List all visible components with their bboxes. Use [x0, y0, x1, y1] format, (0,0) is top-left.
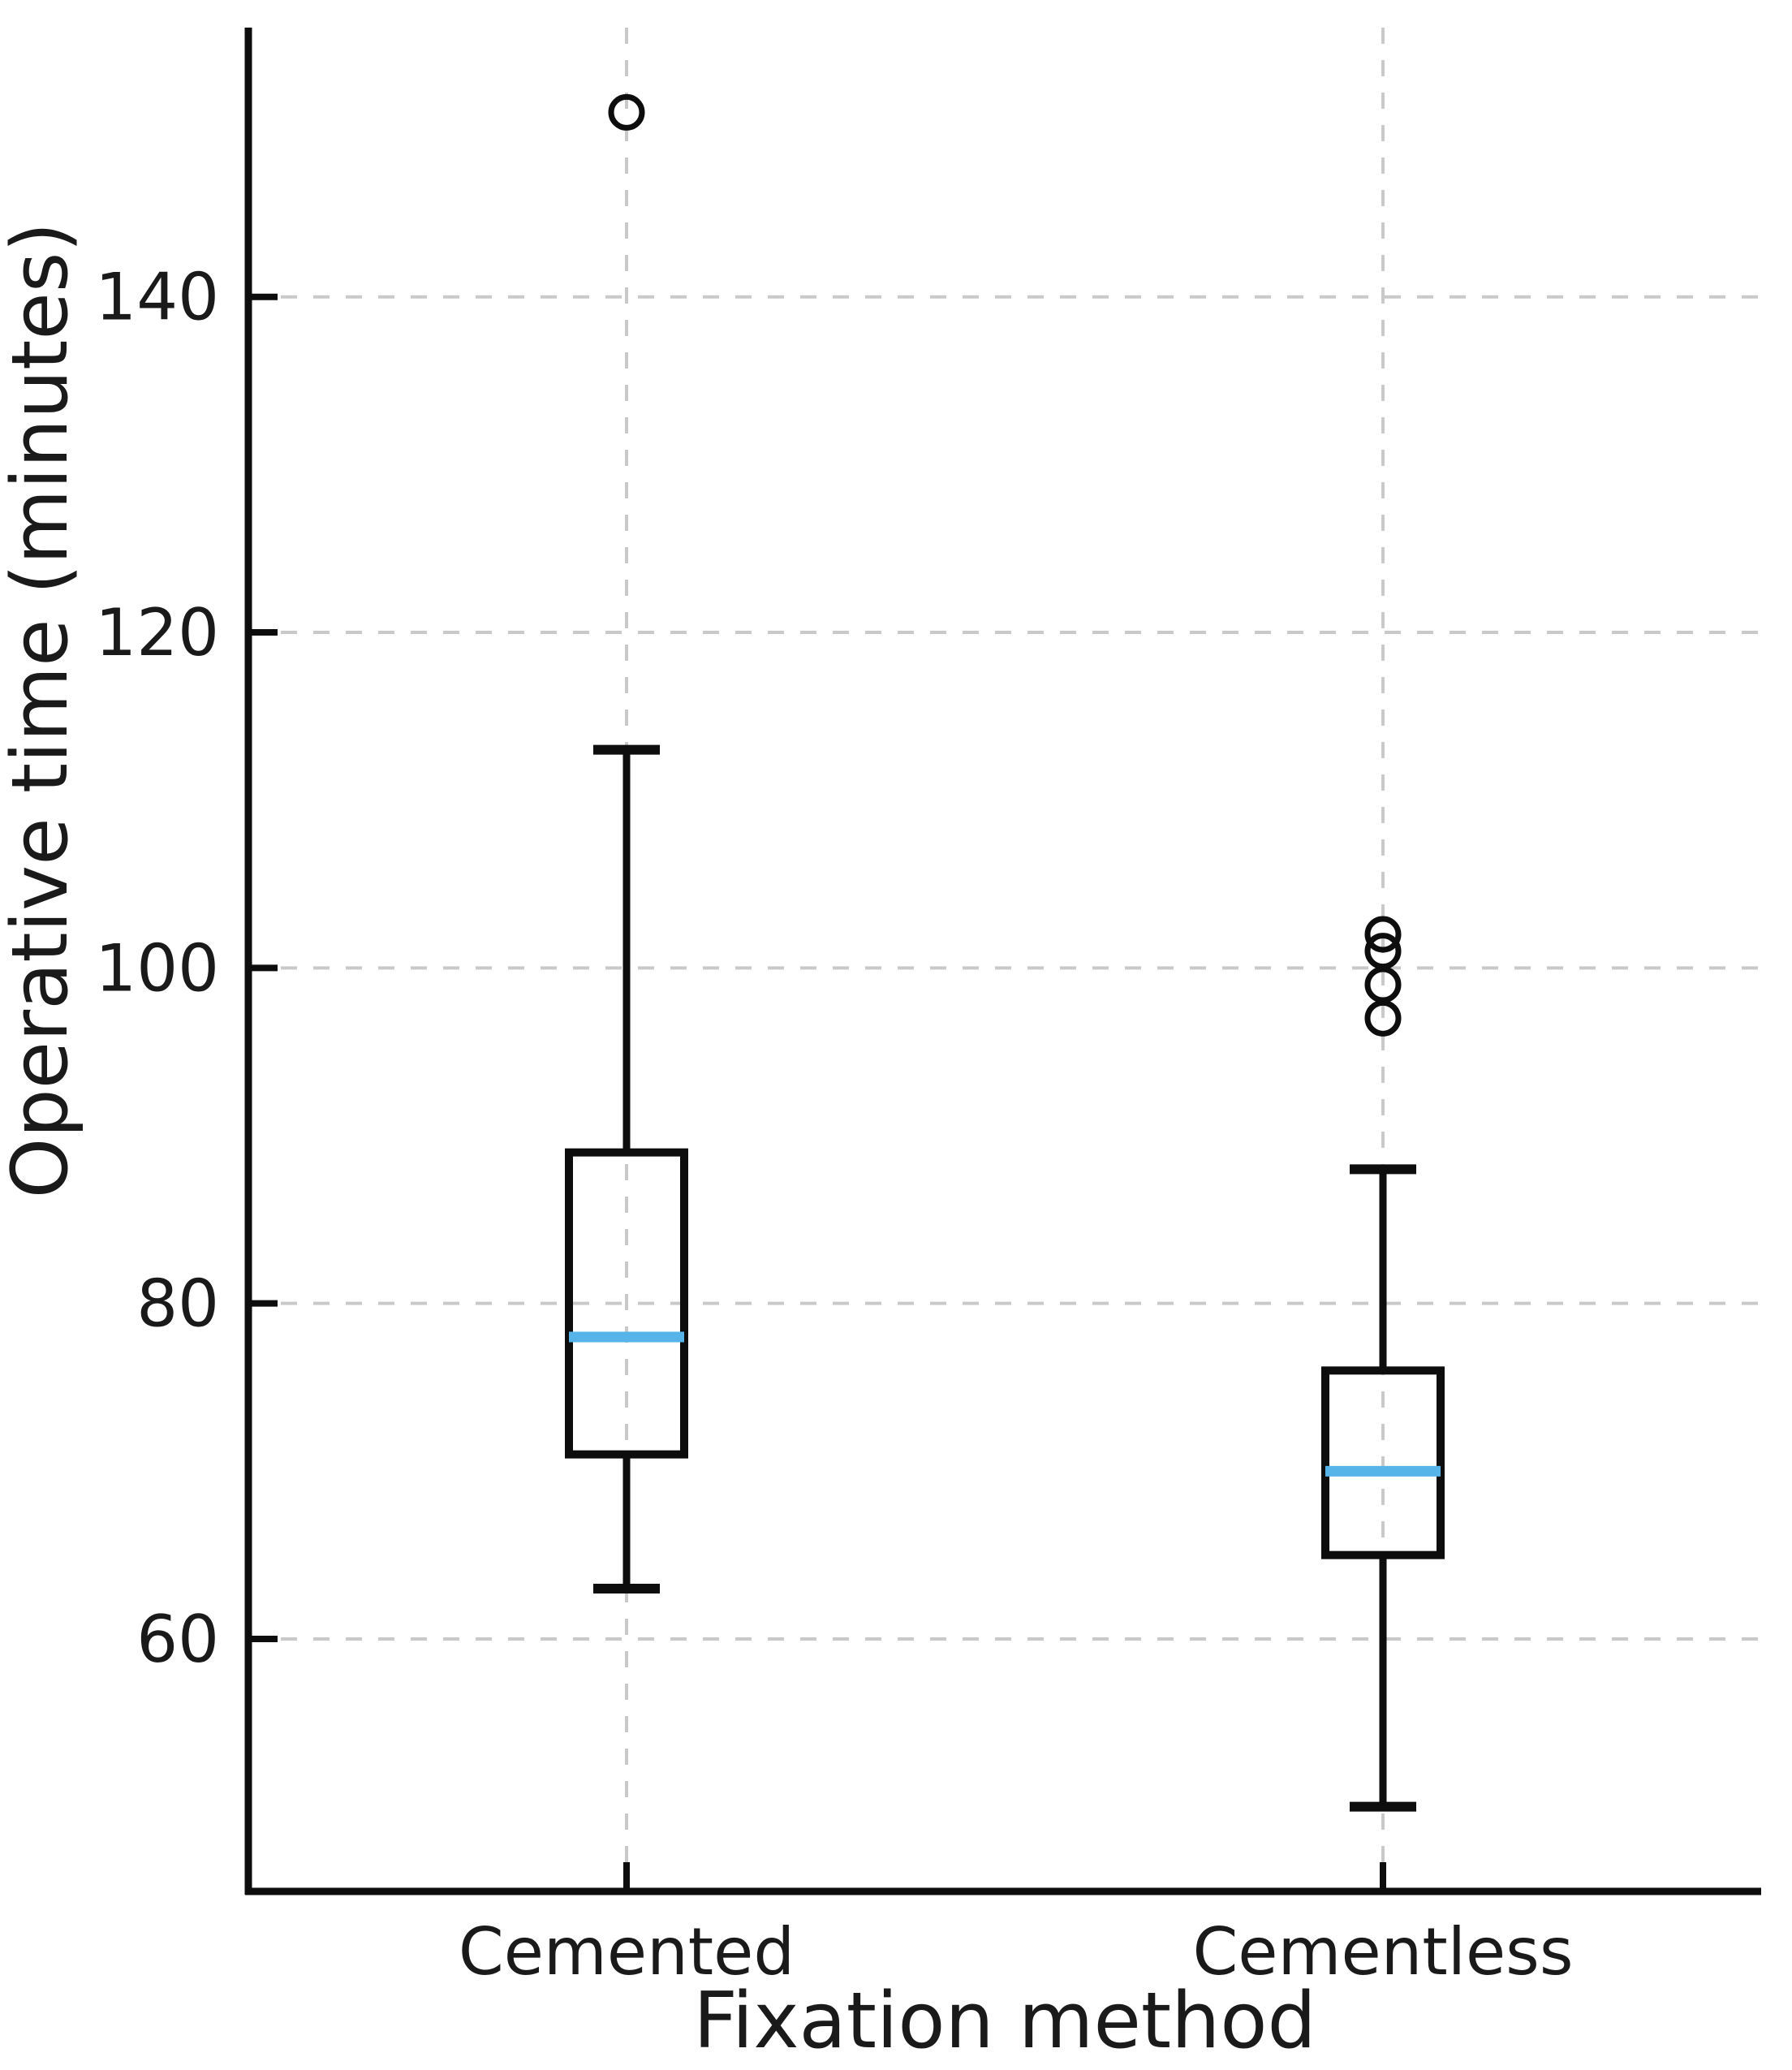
outlier-point — [608, 93, 645, 131]
outlier-point — [1364, 933, 1402, 970]
y-tick-label: 120 — [95, 595, 219, 671]
box — [565, 1148, 688, 1459]
y-axis-label: Operative time (minutes) — [0, 222, 85, 1199]
tick-group: 60 80 100 120 140 Cemented Cementless — [95, 260, 1573, 1990]
box — [1321, 1366, 1445, 1559]
box-group — [565, 93, 1445, 1812]
spine-group — [244, 28, 1761, 1895]
gridline-group — [248, 28, 1761, 1891]
x-tick-label: Cemented — [459, 1914, 795, 1990]
y-tick-label: 100 — [95, 930, 219, 1006]
y-tick-label: 80 — [136, 1266, 219, 1342]
x-tick-label: Cementless — [1192, 1914, 1573, 1990]
outlier-point — [1364, 916, 1402, 953]
y-tick-label: 140 — [95, 260, 219, 335]
x-axis-label: Fixation method — [693, 1977, 1316, 2066]
y-tick-label: 60 — [136, 1602, 219, 1677]
label-group: Fixation method Operative time (minutes) — [0, 222, 1316, 2066]
